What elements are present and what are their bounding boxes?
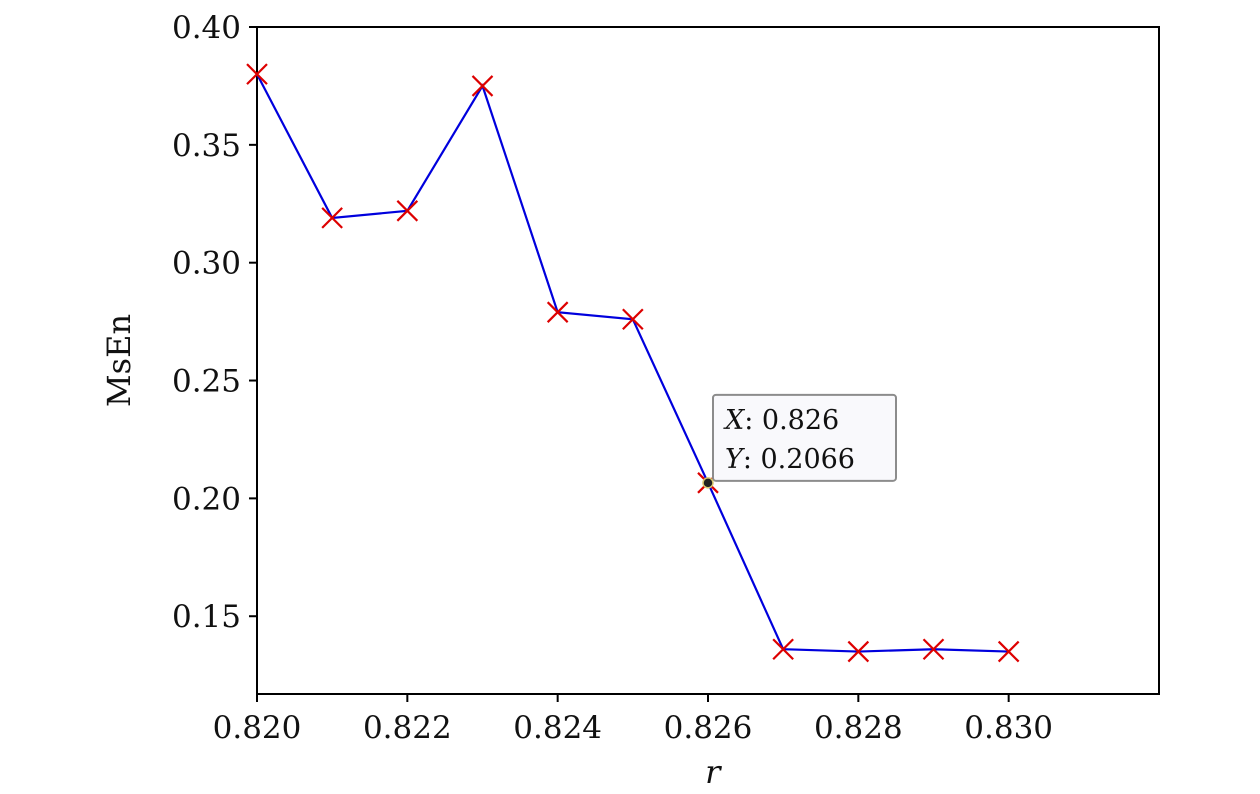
marker-stroke: [622, 308, 644, 331]
datatip-y-value: : 0.2066: [743, 444, 855, 475]
marker-stroke: [847, 640, 870, 663]
y-tick-label: 0.15: [172, 599, 241, 635]
x-axis: 0.820 0.822 0.824 0.826 0.828 0.830: [213, 694, 1053, 746]
marker-stroke: [246, 63, 268, 85]
datatip-point[interactable]: [702, 477, 714, 489]
data-point: [246, 63, 268, 85]
datatip-box: [712, 393, 897, 482]
data-point: [772, 638, 794, 660]
y-tick-label: 0.40: [172, 10, 241, 46]
datatip[interactable]: X: 0.826 Y: 0.2066: [702, 393, 897, 489]
y-axis: 0.15 0.20 0.25 0.30 0.35 0.40: [172, 10, 257, 635]
marker-stroke: [471, 75, 494, 97]
series-msen: [256, 73, 1009, 653]
data-point: [546, 301, 569, 323]
x-tick-label: 0.828: [814, 710, 903, 746]
data-point: [471, 75, 494, 97]
x-tick-label: 0.830: [964, 710, 1053, 746]
marker-stroke: [922, 638, 945, 660]
marker-stroke: [396, 200, 419, 222]
datatip-y: Y: 0.2066: [725, 444, 855, 475]
marker-stroke: [997, 640, 1020, 663]
y-tick-label: 0.20: [172, 481, 241, 517]
data-point: [997, 640, 1020, 663]
data-point: [922, 638, 945, 660]
data-point: [321, 207, 343, 229]
series-markers: [246, 63, 1020, 663]
marker-stroke: [546, 301, 569, 323]
y-tick-label: 0.30: [172, 246, 241, 282]
x-tick-label: 0.824: [513, 710, 602, 746]
data-point: [396, 200, 419, 222]
x-tick-label: 0.822: [363, 710, 452, 746]
data-point: [622, 308, 644, 331]
data-point: [847, 640, 870, 663]
marker-stroke: [772, 638, 794, 660]
x-tick-label: 0.820: [213, 710, 302, 746]
series-line: [256, 73, 1009, 653]
plot-area: [256, 26, 1160, 695]
marker-stroke: [321, 207, 343, 229]
y-tick-label: 0.25: [172, 364, 241, 400]
x-tick-label: 0.826: [664, 710, 753, 746]
datatip-y-label: Y: [725, 444, 745, 475]
datatip-x-label: X: [723, 405, 746, 436]
datatip-x-value: : 0.826: [744, 405, 839, 436]
y-axis-label: MsEn: [100, 314, 138, 407]
y-tick-label: 0.35: [172, 128, 241, 164]
datatip-x: X: 0.826: [723, 405, 839, 436]
plot-frame: [256, 26, 1160, 695]
x-axis-label: r: [705, 753, 722, 791]
